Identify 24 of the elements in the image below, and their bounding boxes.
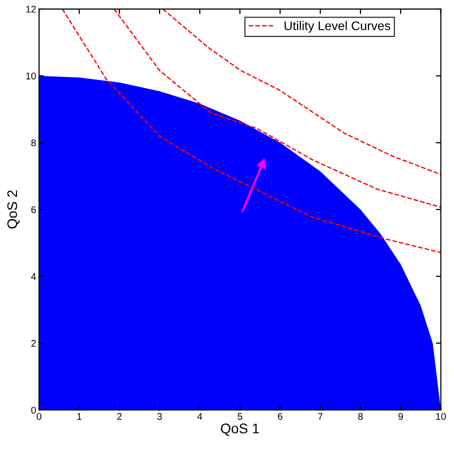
x-tick-label: 9: [398, 412, 403, 420]
y-axis-title: QoS 2: [7, 190, 20, 229]
y-tick-label: 8: [31, 139, 36, 146]
x-tick-label: 8: [358, 412, 363, 420]
x-tick-label: 5: [238, 413, 242, 420]
line-series: [62, 9, 441, 254]
x-tick-label: 2: [117, 412, 122, 420]
x-tick-label: 6: [278, 412, 282, 420]
y-tick-label: 4: [31, 273, 36, 280]
x-tick-label: 7: [318, 413, 323, 420]
line-series: [162, 9, 441, 176]
y-tick-label: 0: [31, 406, 36, 414]
y-tick-label: 12: [26, 6, 36, 13]
x-tick-label: 10: [436, 412, 446, 420]
line-series: [114, 9, 441, 208]
x-tick-label: 4: [197, 413, 202, 420]
legend-label: Utility Level Curves: [284, 21, 390, 33]
x-axis-title: QoS 1: [220, 424, 259, 436]
y-tick-label: 2: [31, 340, 36, 347]
x-tick-label: 3: [157, 412, 162, 420]
y-tick-label: 6: [31, 206, 36, 214]
x-tick-label: 0: [36, 412, 42, 420]
y-tick-label: 10: [26, 72, 36, 80]
x-tick-label: 1: [77, 413, 82, 420]
